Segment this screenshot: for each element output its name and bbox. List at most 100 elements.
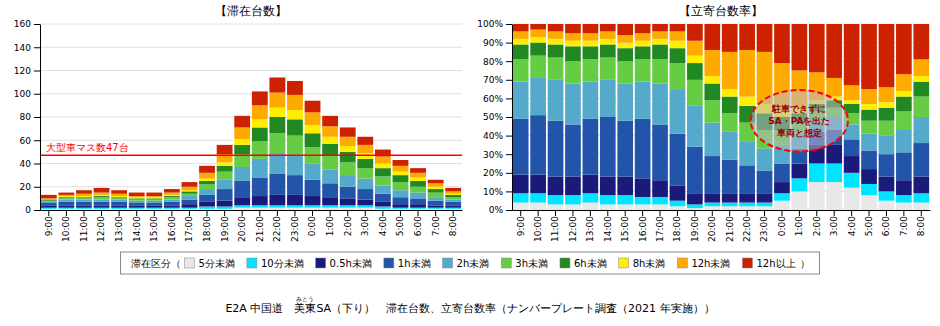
bar — [217, 207, 233, 209]
x-tick-label: 5:00 — [395, 216, 405, 236]
y-tick-label: 30% — [483, 150, 503, 160]
bar — [722, 97, 738, 114]
bar — [252, 105, 268, 119]
bar — [428, 201, 444, 206]
bar — [548, 177, 564, 196]
y-tick: 80 — [20, 112, 40, 122]
bar — [357, 168, 373, 178]
x-tick-mark — [764, 210, 765, 216]
legend-swatch — [384, 258, 394, 268]
x-tick: 9:00 — [44, 210, 54, 236]
grid-line — [40, 117, 462, 118]
bar — [322, 183, 338, 197]
bar — [340, 208, 356, 210]
y-tick-mark — [34, 140, 40, 141]
bar — [445, 191, 461, 193]
bar — [617, 48, 633, 61]
grid-line — [40, 24, 462, 25]
bar — [375, 168, 391, 176]
bar — [583, 203, 599, 210]
bar-series — [41, 208, 461, 210]
x-tick: 12:00 — [568, 210, 578, 242]
bar — [76, 194, 92, 196]
bar — [94, 196, 110, 197]
bar — [217, 180, 233, 189]
bar — [305, 196, 321, 205]
bar — [704, 24, 720, 50]
bar — [340, 198, 356, 205]
bar — [58, 209, 74, 210]
bar — [548, 39, 564, 45]
legend-item: 1h未満 — [384, 258, 431, 269]
bar — [774, 24, 790, 63]
bar — [445, 194, 461, 195]
bar — [410, 181, 426, 187]
y-tick-mark — [34, 117, 40, 118]
bar — [375, 207, 391, 209]
bar — [287, 155, 303, 175]
y-tick-label: 10% — [483, 187, 503, 197]
bar — [182, 194, 198, 196]
bar — [357, 145, 373, 153]
bar — [861, 184, 877, 195]
bar — [792, 191, 808, 210]
x-tick-label: 9:00 — [44, 216, 54, 236]
bar — [445, 188, 461, 191]
bar — [410, 204, 426, 207]
bar — [129, 197, 145, 198]
bar — [182, 200, 198, 205]
x-tick-mark — [869, 210, 870, 216]
bar — [670, 186, 686, 201]
bar — [234, 127, 250, 139]
bar — [739, 206, 755, 210]
bar — [76, 190, 92, 193]
bar — [530, 203, 546, 210]
bar — [269, 153, 285, 174]
bar — [844, 104, 860, 113]
legend-swatch — [501, 258, 511, 268]
x-tick-label: 11:00 — [550, 216, 560, 242]
bar — [722, 89, 738, 96]
y-tick: 100 — [14, 89, 40, 99]
bar — [58, 196, 74, 197]
bar — [322, 116, 338, 126]
bar — [565, 84, 581, 125]
bar — [704, 100, 720, 122]
y-tick-mark — [34, 71, 40, 72]
bar — [757, 206, 773, 210]
y-tick-mark — [506, 154, 512, 155]
axis-domain — [40, 25, 41, 211]
x-tick-label: 14:00 — [603, 216, 613, 242]
x-tick: 16:00 — [167, 210, 177, 242]
bar — [58, 200, 74, 202]
bar — [111, 196, 127, 197]
bar — [774, 193, 790, 200]
y-tick-label: 50% — [483, 112, 503, 122]
bar — [199, 181, 215, 184]
x-tick: 5:00 — [864, 210, 874, 236]
x-tick-mark — [694, 210, 695, 216]
chart-svg: 大型車マス数47台9:0010:0011:0012:0013:0014:0015… — [0, 0, 940, 326]
bar — [129, 205, 145, 207]
bar — [287, 208, 303, 210]
bar — [217, 162, 233, 165]
bar — [687, 63, 703, 80]
grid-line — [40, 93, 462, 94]
bar — [513, 193, 529, 202]
bar — [826, 78, 842, 97]
x-tick-label: 21:00 — [255, 216, 265, 242]
bar — [146, 203, 162, 205]
bar — [635, 119, 651, 179]
bar — [146, 197, 162, 198]
bar — [861, 150, 877, 169]
bar — [826, 24, 842, 78]
bar — [182, 191, 198, 193]
x-tick-mark — [136, 210, 137, 216]
bar — [445, 208, 461, 209]
x-tick: 9:00 — [516, 210, 526, 236]
bar — [600, 24, 616, 31]
bar — [722, 193, 738, 202]
bar — [896, 74, 912, 91]
bar — [410, 173, 426, 178]
bar — [322, 208, 338, 210]
